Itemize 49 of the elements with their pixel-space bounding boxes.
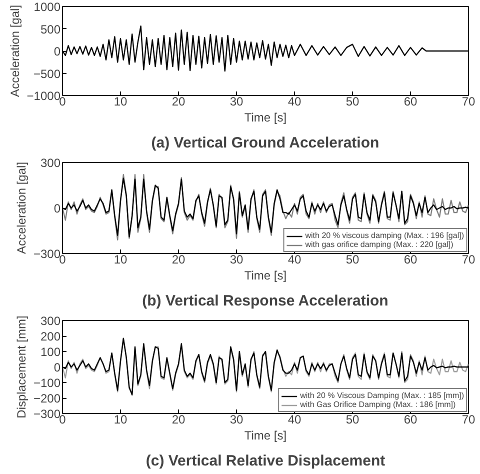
x-tick-label: 20 — [172, 252, 186, 266]
y-tick-label: 200 — [40, 330, 61, 344]
x-tick-label: 40 — [288, 94, 302, 108]
x-tick-label: 40 — [288, 412, 302, 426]
x-tick-label: 60 — [404, 252, 418, 266]
x-tick-label: 50 — [346, 94, 360, 108]
text: (b) Vertical Response Acceleration — [142, 292, 388, 310]
text: (a) Vertical Ground Acceleration — [151, 134, 380, 152]
x-tick-label: 60 — [404, 94, 418, 108]
legend-label: with gas orifice damping (Max. : 220 [gal]) — [305, 240, 454, 249]
legend-label: with Gas Orifice Damping (Max. : 186 [mm]) — [300, 400, 456, 409]
x-axis-title: Time [s] — [244, 268, 287, 282]
y-tick-label: 300 — [40, 156, 61, 170]
y-tick-label: −300 — [33, 247, 61, 261]
y-tick-label: 0 — [54, 360, 61, 374]
x-tick-label: 40 — [288, 252, 302, 266]
y-tick-label: 0 — [54, 202, 61, 216]
x-tick-label: 20 — [172, 94, 186, 108]
x-tick-label: 30 — [230, 412, 244, 426]
x-axis-title: Time [s] — [244, 428, 287, 442]
y-tick-label: 0 — [54, 44, 61, 58]
y-axis-title: Acceleration [gal] — [8, 4, 22, 98]
y-axis-title: Displacement [mm] — [14, 316, 28, 418]
x-tick-label: 30 — [230, 252, 244, 266]
legend-label: with 20 % viscous damping (Max. : 196 [gal]) — [305, 231, 464, 240]
x-tick-label: 50 — [346, 252, 360, 266]
x-tick-label: 10 — [114, 94, 128, 108]
x-tick-label: 70 — [462, 94, 476, 108]
y-tick-label: 100 — [40, 345, 61, 359]
y-tick-label: −500 — [33, 66, 61, 81]
y-axis-title: Acceleration [gal] — [14, 162, 28, 254]
x-tick-label: 60 — [404, 412, 418, 426]
x-tick-label: 70 — [462, 252, 476, 266]
x-tick-label: 10 — [114, 412, 128, 426]
y-tick-label: 500 — [40, 22, 61, 36]
x-tick-label: 10 — [114, 252, 128, 266]
y-tick-label: 1000 — [34, 0, 61, 14]
x-tick-label: 70 — [462, 412, 476, 426]
legend-label: with 20 % Viscous Damping (Max. : 185 [mm]) — [300, 391, 464, 400]
x-tick-label: 50 — [346, 412, 360, 426]
y-tick-label: −1000 — [26, 89, 61, 103]
text: (c) Vertical Relative Displacement — [146, 452, 386, 470]
y-tick-label: −100 — [33, 376, 61, 390]
x-axis-title: Time [s] — [244, 110, 287, 124]
y-tick-label: 300 — [40, 314, 61, 328]
x-tick-label: 30 — [230, 94, 244, 108]
y-tick-label: −200 — [33, 392, 61, 406]
y-tick-label: −300 — [33, 407, 61, 421]
x-tick-label: 20 — [172, 412, 186, 426]
